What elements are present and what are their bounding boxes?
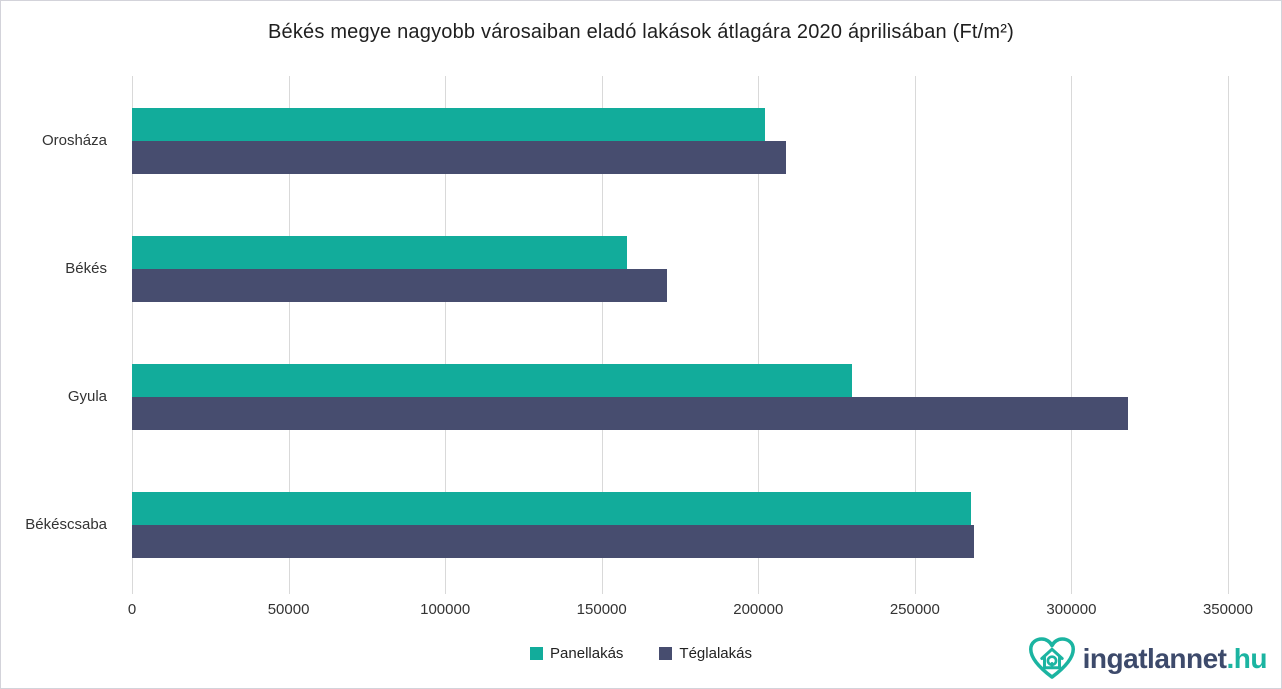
x-tick-label-250000: 250000 (889, 601, 940, 618)
category-label-oroshaza: Orosháza (41, 132, 107, 149)
bar-teglalakas-bekes (132, 269, 668, 302)
legend-swatch-panellakas (530, 647, 544, 660)
bar-panellakas-bekes (132, 236, 627, 269)
logo-text: ingatlannet.hu (1082, 642, 1268, 674)
x-tick-label-100000: 100000 (420, 601, 471, 618)
bar-panellakas-bekescsaba (132, 492, 972, 525)
bar-teglalakas-bekescsaba (132, 525, 975, 558)
chart-title: Békés megye nagyobb városaiban eladó lak… (267, 21, 1015, 43)
legend-label-teglalakas: Téglalakás (679, 645, 752, 662)
category-label-bekes: Békés (65, 260, 107, 277)
category-label-gyula: Gyula (67, 388, 107, 405)
gridline-50000 (288, 76, 290, 594)
gridline-100000 (445, 76, 447, 594)
logo-text-suffix: .hu (1226, 642, 1268, 674)
gridline-250000 (914, 76, 916, 594)
x-tick-label-0: 0 (127, 601, 137, 618)
gridline-350000 (1228, 76, 1229, 594)
x-tick-label-150000: 150000 (576, 601, 627, 618)
x-tick-label-350000: 350000 (1202, 601, 1254, 618)
gridline-150000 (601, 76, 603, 594)
legend: Panellakás Téglalakás (1, 645, 1281, 662)
gridline-200000 (758, 76, 760, 594)
bar-teglalakas-oroshaza (132, 141, 787, 174)
gridline-300000 (1071, 76, 1073, 594)
heart-house-icon (1028, 637, 1075, 679)
bar-panellakas-oroshaza (132, 108, 765, 141)
x-tick-label-300000: 300000 (1046, 601, 1097, 618)
bar-panellakas-gyula (132, 364, 853, 397)
x-axis: 0 50000 100000 150000 200000 250000 300000 3500… (128, 601, 1253, 623)
plot-area (132, 76, 1229, 594)
logo[interactable]: ingatlannet.hu (1028, 637, 1268, 680)
gridline-0 (132, 76, 133, 594)
legend-swatch-teglalakas (659, 647, 673, 660)
x-tick-label-200000: 200000 (733, 601, 784, 618)
legend-item-teglalakas: Téglalakás (659, 645, 752, 662)
logo-text-main: ingatlannet (1082, 642, 1227, 674)
x-tick-label-50000: 50000 (267, 601, 310, 618)
legend-item-panellakas: Panellakás (530, 645, 623, 662)
category-axis: Orosháza Békés Gyula Békéscsaba (1, 76, 119, 594)
legend-label-panellakas: Panellakás (550, 645, 624, 662)
bar-teglalakas-gyula (132, 397, 1128, 430)
category-label-bekescsaba: Békéscsaba (25, 516, 107, 533)
